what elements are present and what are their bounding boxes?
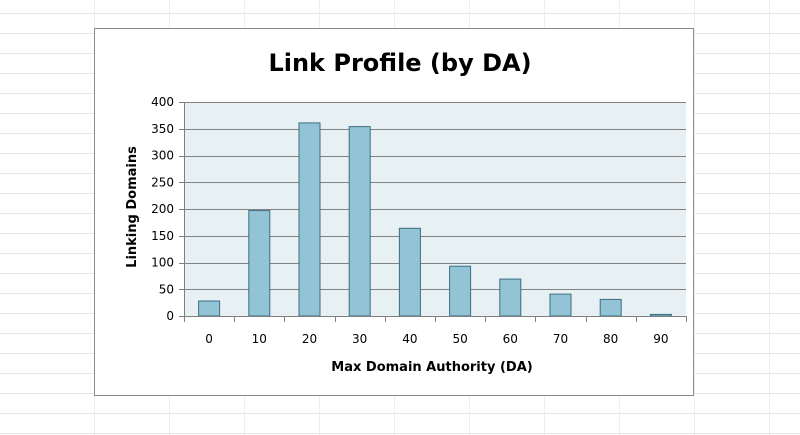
y-tick-label: 200 [151,202,174,216]
axes [179,102,687,322]
y-tick-label: 50 [159,282,174,296]
y-tick-labels: 0 50 100 150 200 250 300 350 400 [151,95,174,323]
y-tick-label: 400 [151,95,174,109]
x-tick-label: 30 [352,332,367,346]
x-tick-label: 70 [553,332,568,346]
x-tick-label: 0 [205,332,213,346]
x-axis-title: Max Domain Authority (DA) [331,360,532,375]
x-tick-label: 60 [503,332,518,346]
x-tick-label: 10 [252,332,267,346]
y-tick-label: 150 [151,229,174,243]
y-tick-label: 300 [151,149,174,163]
bar-40 [398,227,421,317]
bar-20 [298,122,321,317]
chart-title: Link Profile (by DA) [268,49,531,77]
y-tick-label: 100 [151,256,174,270]
x-tick-label: 80 [603,332,618,346]
x-tick-label: 40 [402,332,417,346]
bar-70 [549,293,572,317]
x-tick-label: 50 [452,332,467,346]
y-tick-label: 0 [166,309,174,323]
y-tick-label: 250 [151,175,174,189]
x-tick-label: 90 [653,332,668,346]
bar-80 [599,298,622,317]
gridlines [184,102,686,317]
y-tick-label: 350 [151,122,174,136]
bar-90 [649,313,672,317]
bar-60 [499,278,522,317]
bar-50 [449,265,472,317]
x-tick-labels: 0 10 20 30 40 50 60 70 80 90 [205,332,668,346]
bar-0 [198,300,221,317]
bar-10 [248,210,271,317]
bar-30 [348,126,371,317]
x-tick-label: 20 [302,332,317,346]
y-axis-title: Linking Domains [125,146,140,268]
